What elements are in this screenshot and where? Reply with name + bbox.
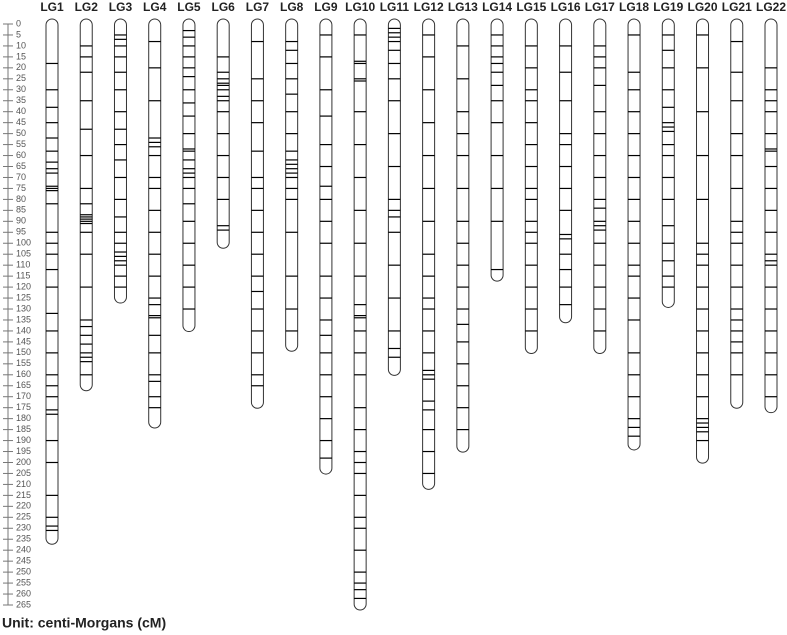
group-label: LG10 [345, 0, 375, 14]
y-tick-label: 195 [16, 446, 31, 456]
y-tick-label: 150 [16, 347, 31, 357]
y-tick-label: 160 [16, 369, 31, 379]
y-tick-label: 190 [16, 435, 31, 445]
y-tick-label: 165 [16, 380, 31, 390]
group-label: LG1 [40, 0, 64, 14]
y-tick-label: 200 [16, 457, 31, 467]
chromosome [730, 18, 744, 409]
y-tick-label: 40 [16, 106, 26, 116]
group-label: LG16 [551, 0, 581, 14]
y-tick-label: 175 [16, 402, 31, 412]
group-label: LG13 [448, 0, 478, 14]
y-tick-label: 100 [16, 238, 31, 248]
chromosome [182, 18, 196, 333]
unit-note: Unit: centi-Morgans (cM) [2, 615, 166, 631]
y-tick-label: 45 [16, 117, 26, 127]
chromosome [79, 18, 93, 392]
y-tick-label: 130 [16, 303, 31, 313]
y-tick-label: 0 [16, 18, 21, 28]
y-tick-label: 15 [16, 51, 26, 61]
y-tick-label: 10 [16, 40, 26, 50]
y-tick-label: 105 [16, 249, 31, 259]
chromosome [148, 18, 162, 429]
y-tick-label: 210 [16, 479, 31, 489]
group-label: LG2 [75, 0, 99, 14]
chromosome [456, 18, 470, 453]
y-tick-label: 85 [16, 205, 26, 215]
y-tick-label: 75 [16, 183, 26, 193]
y-tick-label: 120 [16, 281, 31, 291]
y-tick-label: 125 [16, 292, 31, 302]
chromosome [250, 18, 264, 409]
chromosome [285, 18, 299, 352]
group-label: LG4 [143, 0, 167, 14]
y-tick-label: 225 [16, 512, 31, 522]
y-tick-label: 245 [16, 556, 31, 566]
y-tick-label: 185 [16, 424, 31, 434]
y-tick-label: 55 [16, 139, 26, 149]
y-tick-label: 110 [16, 260, 30, 270]
group-label: LG18 [619, 0, 649, 14]
y-tick-label: 235 [16, 534, 31, 544]
y-tick-label: 5 [16, 29, 21, 39]
y-tick-label: 230 [16, 523, 31, 533]
group-label: LG14 [482, 0, 512, 14]
group-label: LG3 [109, 0, 133, 14]
chromosome [490, 18, 504, 282]
group-label: LG17 [585, 0, 615, 14]
y-tick-label: 60 [16, 150, 26, 160]
y-tick-label: 255 [16, 577, 31, 587]
chromosome [45, 18, 59, 545]
group-label: LG6 [212, 0, 236, 14]
y-tick-label: 90 [16, 216, 26, 226]
y-tick-label: 35 [16, 95, 26, 105]
chromosome [593, 18, 607, 354]
y-tick-label: 205 [16, 468, 31, 478]
y-tick-label: 260 [16, 588, 31, 598]
y-tick-label: 145 [16, 336, 31, 346]
group-label: LG5 [177, 0, 201, 14]
y-tick-label: 140 [16, 325, 31, 335]
y-tick-label: 215 [16, 490, 31, 500]
y-tick-label: 65 [16, 161, 26, 171]
y-tick-label: 80 [16, 194, 26, 204]
chromosome [319, 18, 333, 475]
chromosome [387, 18, 401, 376]
y-tick-label: 20 [16, 62, 26, 72]
chromosome [764, 18, 778, 414]
y-tick-label: 70 [16, 172, 26, 182]
y-tick-label: 220 [16, 501, 31, 511]
y-tick-label: 95 [16, 227, 26, 237]
group-label: LG19 [653, 0, 683, 14]
y-tick-label: 155 [16, 358, 31, 368]
chromosome [524, 18, 538, 354]
chromosome [353, 18, 367, 611]
y-tick-label: 180 [16, 413, 31, 423]
chromosome [559, 18, 573, 324]
chromosome [661, 18, 675, 308]
group-label: LG9 [314, 0, 338, 14]
group-label: LG8 [280, 0, 304, 14]
chromosome [696, 18, 710, 464]
y-tick-label: 50 [16, 128, 26, 138]
y-tick-label: 170 [16, 391, 31, 401]
y-tick-label: 135 [16, 314, 31, 324]
group-label: LG20 [688, 0, 718, 14]
group-label: LG22 [756, 0, 786, 14]
y-tick-label: 30 [16, 84, 26, 94]
group-label: LG21 [722, 0, 752, 14]
y-tick-label: 25 [16, 73, 26, 83]
y-tick-label: 240 [16, 545, 31, 555]
group-label: LG7 [246, 0, 270, 14]
y-tick-label: 115 [16, 271, 30, 281]
group-label: LG11 [380, 0, 410, 14]
group-label: LG15 [516, 0, 546, 14]
chromosome [627, 18, 641, 451]
y-tick-label: 265 [16, 599, 31, 609]
group-label: LG12 [414, 0, 444, 14]
y-tick-label: 250 [16, 566, 31, 576]
